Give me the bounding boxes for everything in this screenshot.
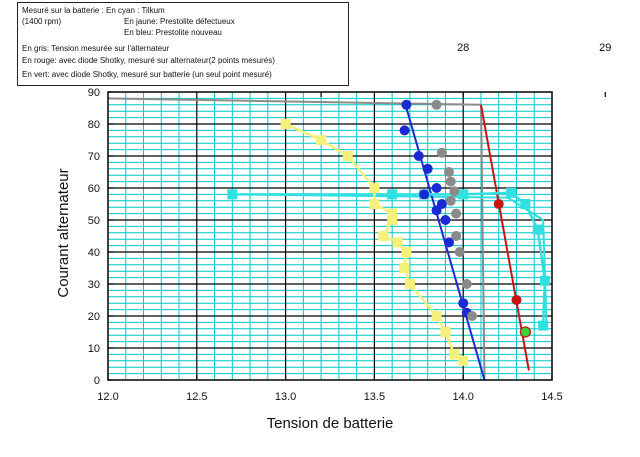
gray-data-point <box>436 147 447 158</box>
blue-data-point <box>401 99 412 110</box>
y-tick-label: 90 <box>88 87 100 99</box>
x-tick-label: 13.0 <box>275 391 296 403</box>
yellow-data-point <box>449 349 460 360</box>
yellow-data-point <box>387 208 398 219</box>
yellow-data-point <box>440 327 451 337</box>
blue-data-point <box>443 237 454 248</box>
blue-data-point <box>431 183 442 193</box>
blue-data-point <box>413 151 424 161</box>
x-tick-label: 14.5 <box>541 391 562 403</box>
yellow-data-point <box>378 231 389 241</box>
blue-data-point <box>431 205 442 216</box>
cyan-data-point <box>532 224 543 235</box>
top-axis-tick-label: 29 <box>599 42 611 54</box>
blue-data-point <box>458 298 469 309</box>
plot-area <box>108 92 552 380</box>
green-data-point <box>519 326 531 338</box>
yellow-data-point <box>404 279 415 289</box>
cyan-data-point <box>538 320 549 331</box>
top-axis-tick-label: 28 <box>457 42 469 54</box>
yellow-data-point <box>399 263 410 273</box>
yellow-data-point <box>387 215 398 225</box>
y-tick-label: 60 <box>88 183 100 195</box>
yellow-data-point <box>369 183 380 193</box>
yellow-data-point <box>401 247 412 257</box>
legend-line: (1400 rpm) <box>22 17 62 26</box>
legend-line: En bleu: Prestolite nouveau <box>124 28 222 37</box>
y-tick-label: 70 <box>88 151 100 163</box>
gray-data-point <box>451 231 462 241</box>
y-tick-label: 30 <box>88 279 100 291</box>
cyan-data-point <box>227 189 238 200</box>
legend: Mesuré sur la batterie : En cyan : Tilku… <box>17 2 349 86</box>
plot-frame <box>107 91 553 381</box>
y-tick-label: 40 <box>88 247 100 259</box>
red-data-point <box>511 295 522 305</box>
x-tick-label: 12.0 <box>97 391 118 403</box>
yellow-data-point <box>280 119 291 129</box>
legend-line: Mesuré sur la batterie : En cyan : Tilku… <box>22 6 165 15</box>
tick-labels: 12.0 12.5 13.0 13.5 14.0 14.5 0 10 20 30 40 50 60 70 8… <box>88 42 612 403</box>
gray-data-point <box>431 99 442 110</box>
legend-line: En vert: avec diode Shotky, mesuré sur b… <box>22 70 272 79</box>
x-tick-label: 12.5 <box>186 391 207 403</box>
legend-line: En gris: Tension mesurée sur l'alternate… <box>22 44 170 53</box>
gray-data-point <box>467 311 478 321</box>
gray-data-point <box>461 279 472 289</box>
yellow-data-point <box>458 355 469 366</box>
yellow-series-line <box>285 122 464 362</box>
cyan-data-point <box>458 189 469 200</box>
y-tick-label: 50 <box>88 215 100 227</box>
yellow-data-point <box>369 199 380 209</box>
red-trend-line <box>480 104 530 371</box>
red-data-point <box>493 199 504 209</box>
cyan-data-point <box>539 275 550 286</box>
blue-data-point <box>419 189 430 200</box>
x-axis-label: Tension de batterie <box>267 415 394 432</box>
yellow-data-point <box>431 311 442 321</box>
gray-data-point <box>449 186 460 197</box>
legend-line: En rouge: avec diode Shotky, mesuré sur … <box>22 56 275 65</box>
cyan-data-point <box>506 187 517 198</box>
gray-data-point <box>445 176 456 187</box>
legend-line: En jaune: Prestolite défectueux <box>124 17 235 26</box>
cyan-data-point <box>520 199 531 209</box>
data-series <box>227 99 550 366</box>
major-gridlines <box>108 92 552 380</box>
plot-background <box>108 92 552 380</box>
yellow-data-point <box>342 151 353 161</box>
y-tick-label: 10 <box>88 343 100 355</box>
y-axis-label: Courant alternateur <box>55 168 72 297</box>
gray-data-point <box>454 247 465 257</box>
axes <box>107 91 606 381</box>
y-tick-label: 20 <box>88 311 100 323</box>
x-tick-label: 14.0 <box>452 391 473 403</box>
blue-data-point <box>399 125 410 136</box>
x-tick-label: 13.5 <box>364 391 385 403</box>
blue-data-point <box>422 163 433 174</box>
gray-data-point <box>451 208 462 219</box>
y-tick-label: 0 <box>94 375 100 387</box>
yellow-data-point <box>316 135 327 145</box>
cyan-data-point <box>387 189 398 200</box>
blue-data-point <box>440 215 451 225</box>
y-tick-label: 80 <box>88 119 100 131</box>
gray-data-point <box>443 167 454 177</box>
gray-data-point <box>445 195 456 206</box>
yellow-data-point <box>392 237 403 248</box>
